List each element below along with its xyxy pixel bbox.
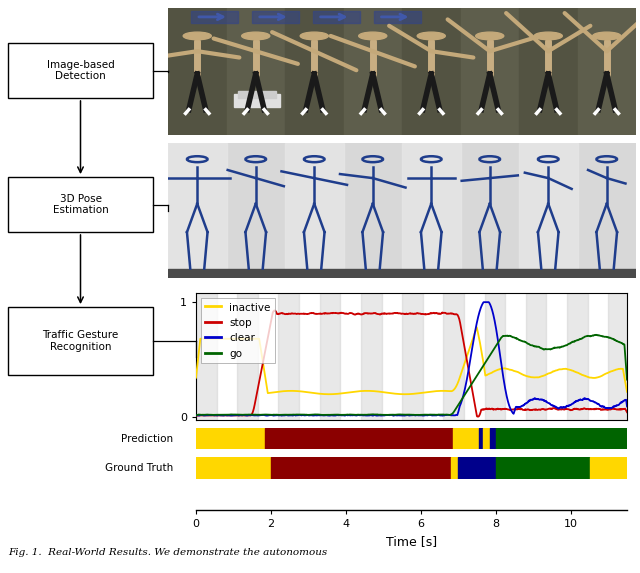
Bar	[168, 269, 636, 278]
Bar	[168, 8, 227, 135]
Bar	[451, 457, 458, 479]
Bar	[458, 457, 496, 479]
Bar	[168, 143, 227, 269]
Bar	[496, 428, 627, 449]
Bar	[8, 177, 153, 232]
Bar	[361, 293, 381, 420]
Bar	[496, 457, 589, 479]
Bar	[191, 10, 238, 23]
Circle shape	[242, 32, 270, 40]
Bar	[278, 293, 299, 420]
Legend: inactive, stop, clear, go: inactive, stop, clear, go	[201, 298, 275, 363]
Text: Image-based
Detection: Image-based Detection	[47, 60, 115, 81]
Bar	[319, 293, 340, 420]
Bar	[479, 428, 483, 449]
Bar	[344, 8, 402, 135]
Bar	[266, 428, 275, 449]
Bar	[275, 428, 452, 449]
Circle shape	[417, 32, 445, 40]
Bar	[252, 10, 299, 23]
Bar	[196, 293, 216, 420]
Bar	[196, 457, 271, 479]
Bar	[468, 428, 479, 449]
Bar	[490, 428, 496, 449]
Text: Fig. 1.  Real-World Results. We demonstrate the autonomous: Fig. 1. Real-World Results. We demonstra…	[8, 548, 327, 557]
Bar	[402, 8, 461, 135]
Circle shape	[183, 32, 211, 40]
Bar	[519, 8, 577, 135]
Bar	[234, 95, 280, 107]
Bar	[461, 8, 519, 135]
Bar	[402, 293, 423, 420]
Bar	[196, 428, 266, 449]
Bar	[452, 428, 468, 449]
Bar	[567, 293, 588, 420]
Circle shape	[593, 32, 621, 40]
Bar	[285, 8, 344, 135]
Bar	[484, 293, 505, 420]
Circle shape	[300, 32, 328, 40]
Text: Traffic Gesture
Recognition: Traffic Gesture Recognition	[42, 330, 118, 352]
Bar	[577, 8, 636, 135]
Bar	[608, 293, 627, 420]
Text: Ground Truth: Ground Truth	[105, 463, 173, 473]
Bar	[374, 10, 420, 23]
Bar	[589, 457, 627, 479]
Bar	[8, 43, 153, 98]
Bar	[402, 143, 461, 269]
Bar	[237, 293, 258, 420]
Bar	[8, 307, 153, 375]
Circle shape	[476, 32, 504, 40]
Bar	[285, 143, 344, 269]
Text: Prediction: Prediction	[122, 434, 173, 444]
Text: 3D Pose
Estimation: 3D Pose Estimation	[52, 194, 108, 215]
Circle shape	[534, 32, 563, 40]
Bar	[526, 293, 547, 420]
Bar	[271, 457, 451, 479]
Circle shape	[358, 32, 387, 40]
Bar	[483, 428, 490, 449]
Bar	[227, 8, 285, 135]
X-axis label: Time [s]: Time [s]	[386, 535, 437, 548]
Bar	[313, 10, 360, 23]
Bar	[238, 91, 276, 98]
Bar	[444, 293, 464, 420]
Bar	[519, 143, 577, 269]
